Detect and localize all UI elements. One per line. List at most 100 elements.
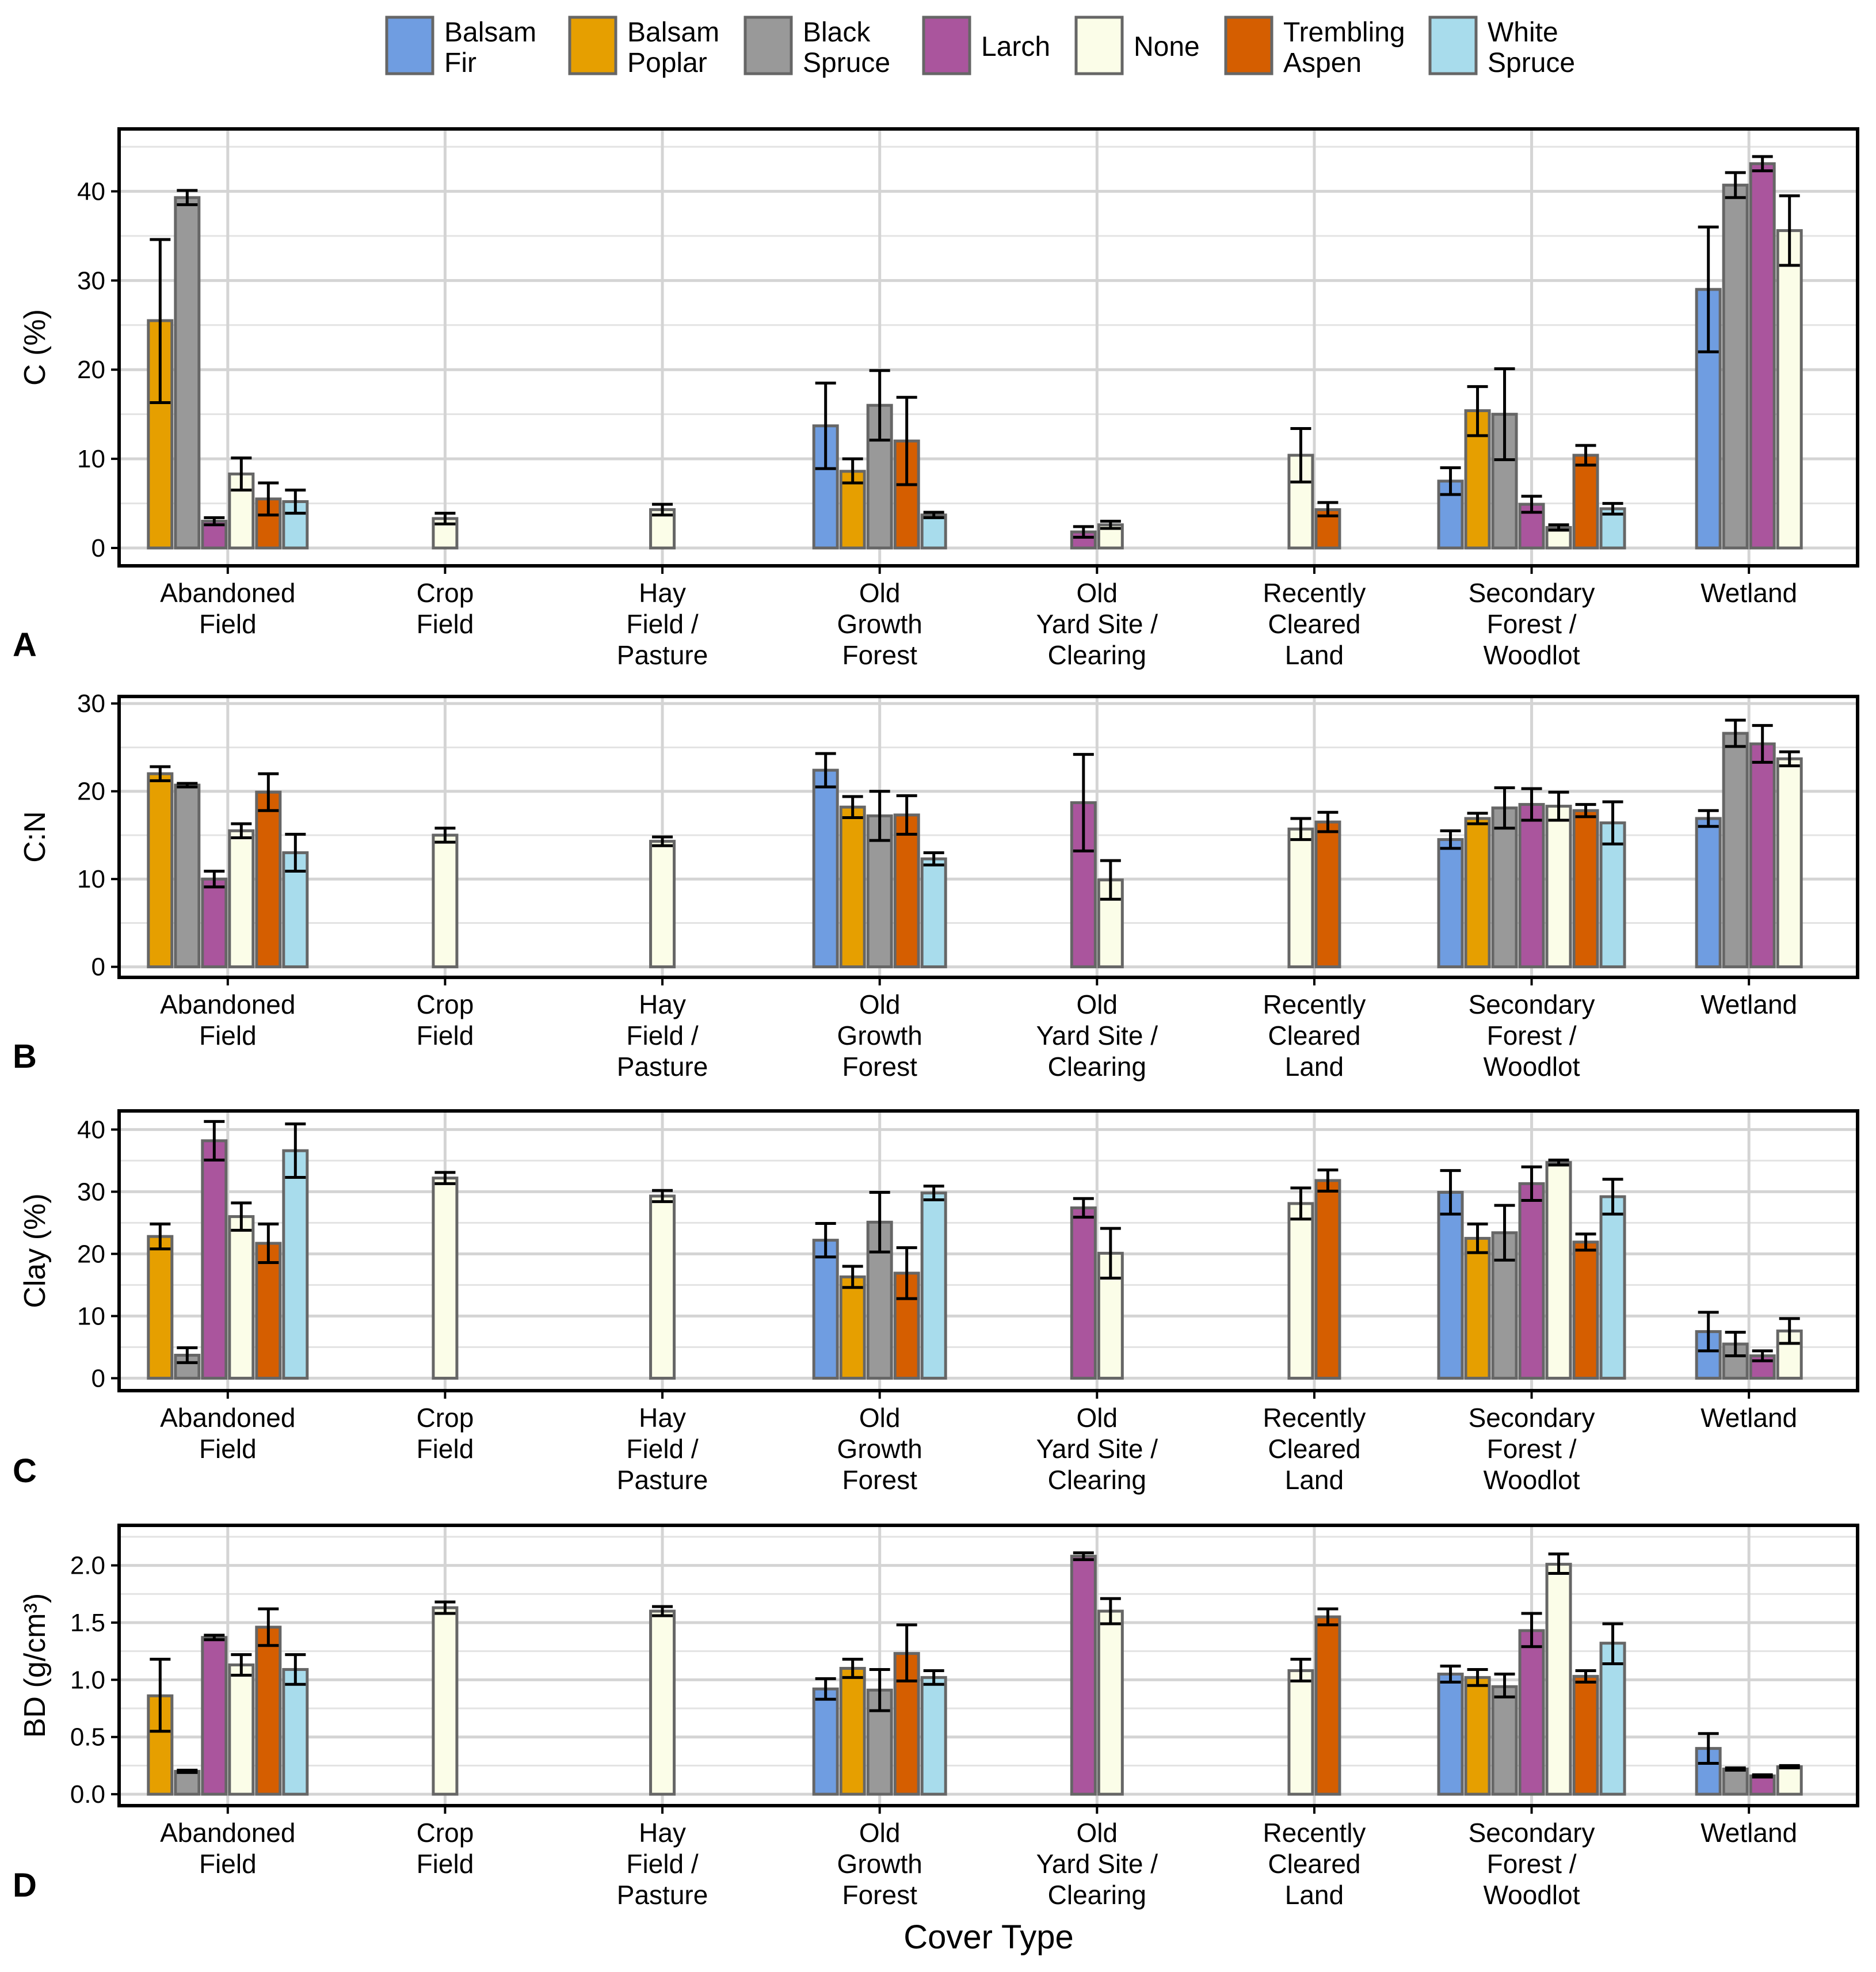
x-tick-label-line: Field [199, 1434, 257, 1464]
y-tick-label: 40 [77, 177, 105, 205]
x-tick-label-line: Forest [842, 1052, 918, 1082]
bar-none [1545, 1161, 1572, 1380]
x-tick-label-line: Clearing [1048, 1465, 1146, 1495]
panel-D: 0.00.51.01.52.0AbandonedFieldCropFieldHa… [13, 1524, 1859, 1910]
x-tick-label-line: Pasture [617, 640, 708, 670]
bar-white-spruce [920, 1676, 947, 1796]
bar-none [228, 1663, 255, 1796]
bar-balsam-fir [812, 768, 839, 969]
bar-group [649, 1605, 676, 1796]
bar-none [1287, 1202, 1314, 1380]
error-bar [1752, 1773, 1773, 1779]
legend-swatch [743, 16, 793, 75]
error-bar [258, 772, 279, 812]
x-tick-label-line: Crop [417, 1818, 474, 1848]
error-bar [204, 516, 225, 527]
error-bar [1752, 1349, 1773, 1362]
error-bar [285, 488, 306, 515]
error-bar [1602, 1622, 1623, 1666]
legend-swatch [385, 16, 434, 75]
bar-larch [1518, 1182, 1545, 1380]
bar-trembling-aspen [1572, 1674, 1599, 1796]
error-bar [1752, 155, 1773, 173]
x-axis-title: Cover Type [903, 1918, 1074, 1956]
error-bar [896, 1623, 917, 1682]
error-bar [1073, 753, 1094, 852]
legend-label: White [1488, 17, 1558, 48]
legend-item-larch: Larch [922, 16, 1050, 75]
error-bar [1725, 1766, 1746, 1772]
x-tick-label-line: Old [1077, 989, 1118, 1019]
bar-group [1287, 1607, 1341, 1796]
error-bar [923, 511, 944, 519]
error-bar [1779, 1317, 1800, 1345]
error-bar [815, 752, 836, 789]
error-bar [842, 1658, 863, 1679]
panel-C: 010203040AbandonedFieldCropFieldHayField… [13, 1109, 1859, 1495]
x-tick-label-line: Field [417, 1849, 474, 1879]
legend-label: Spruce [1488, 48, 1575, 78]
legend-label: Fir [444, 48, 476, 78]
x-tick-label-line: Secondary [1469, 578, 1595, 608]
bar-group [1070, 1197, 1124, 1380]
bar-balsam-poplar [1464, 817, 1491, 969]
bar-balsam-poplar [147, 772, 174, 969]
y-tick-label: 20 [77, 778, 105, 806]
error-bar [1073, 1197, 1094, 1219]
error-bar [1575, 1232, 1596, 1252]
x-tick-label-line: Cleared [1268, 609, 1360, 639]
bar-balsam-fir [1437, 1190, 1464, 1380]
error-bar [896, 794, 917, 836]
error-bar [1602, 502, 1623, 516]
y-tick-label: 0 [91, 1364, 105, 1392]
panel-border [117, 695, 1859, 979]
error-bar [1494, 1672, 1515, 1699]
x-tick-label-line: Secondary [1469, 989, 1595, 1019]
error-bar [1521, 787, 1542, 822]
x-tick-label-line: Woodlot [1484, 1052, 1580, 1082]
bar-balsam-poplar [1464, 1676, 1491, 1796]
error-bar [815, 1677, 836, 1701]
error-bar [923, 1185, 944, 1201]
bar-trembling-aspen [1314, 1615, 1341, 1796]
x-tick-label-line: Old [1077, 1403, 1118, 1433]
bar-balsam-poplar [147, 1235, 174, 1380]
bar-group [812, 369, 947, 550]
bar-group [812, 1185, 947, 1380]
y-tick-label: 10 [77, 1302, 105, 1330]
error-bar [1548, 523, 1569, 532]
y-tick-label: 40 [77, 1116, 105, 1144]
bar-larch [1518, 803, 1545, 969]
error-bar [896, 395, 917, 486]
panel-border [117, 127, 1859, 568]
bar-black-spruce [1722, 184, 1749, 550]
bar-larch [1070, 1555, 1097, 1796]
x-tick-label-line: Hay [639, 578, 686, 608]
x-tick-label-line: Old [859, 1403, 901, 1433]
y-tick-label: 30 [77, 267, 105, 295]
bar-trembling-aspen [255, 1242, 282, 1380]
bar-balsam-poplar [839, 1275, 866, 1380]
x-tick-label-line: Field [199, 1021, 257, 1050]
error-bar [177, 782, 198, 789]
error-bar [150, 765, 171, 782]
x-tick-label-line: Forest [842, 1880, 918, 1910]
error-bar [231, 822, 252, 840]
error-bar [150, 1658, 171, 1733]
x-tick-label-line: Old [1077, 1818, 1118, 1848]
error-bar [652, 502, 673, 517]
error-bar [1317, 1607, 1339, 1627]
error-bar [1100, 520, 1121, 530]
